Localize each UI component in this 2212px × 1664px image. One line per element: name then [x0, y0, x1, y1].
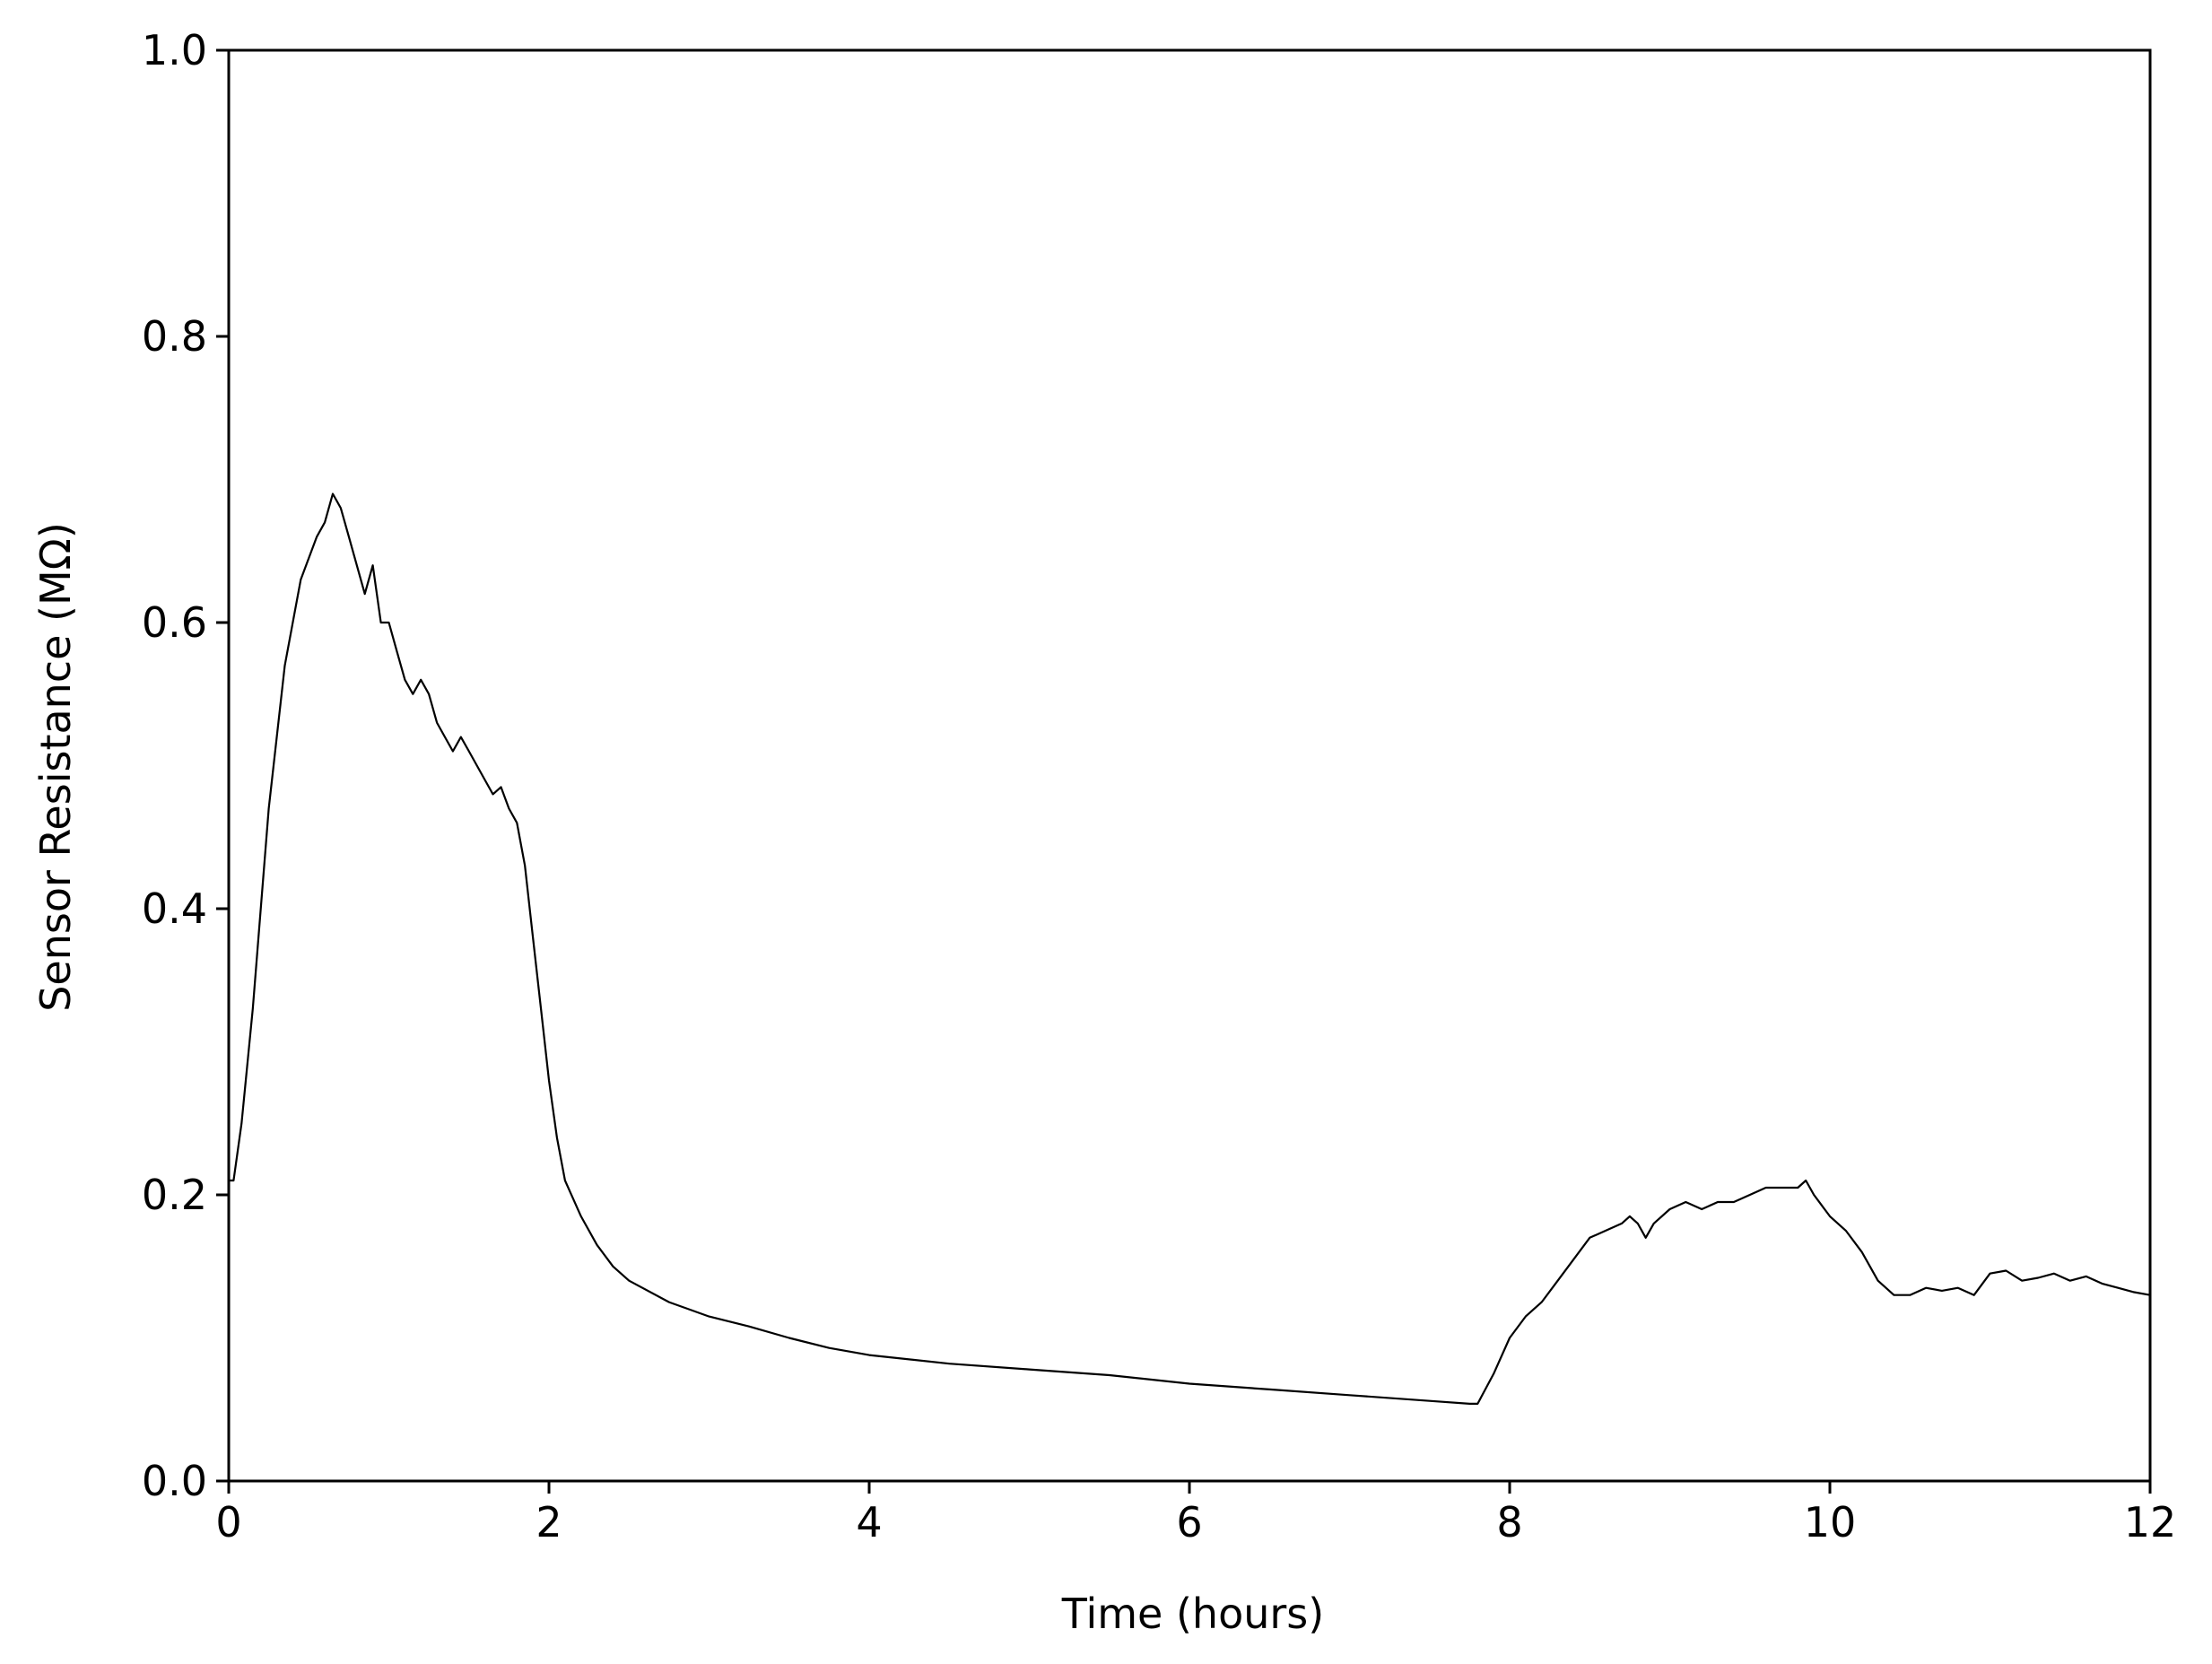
x-tick-label: 12 — [2124, 1498, 2177, 1546]
y-tick-label: 0.0 — [142, 1457, 207, 1505]
x-tick-label: 8 — [1496, 1498, 1522, 1546]
x-tick-label: 2 — [536, 1498, 562, 1546]
series-line-0 — [229, 492, 2151, 1405]
y-axis-title: Sensor Resistance (MΩ) — [31, 522, 80, 1012]
x-tick-label: 10 — [1804, 1498, 1857, 1546]
y-tick-label: 1.0 — [142, 26, 207, 74]
y-tick-label: 0.4 — [142, 884, 207, 933]
y-tick-label: 0.8 — [142, 312, 207, 361]
axes-frame — [227, 48, 2152, 1483]
x-tick-label: 4 — [856, 1498, 882, 1546]
y-tick-label: 0.2 — [142, 1171, 207, 1219]
x-axis-title: Time (hours) — [1061, 1590, 1324, 1638]
plot-area: 0 2 4 6 8 10 12 0.0 0.2 0.4 0.6 0.8 1.0 — [142, 26, 2176, 1546]
y-tick-label: 0.6 — [142, 598, 207, 647]
x-tick-label: 0 — [215, 1498, 241, 1546]
x-tick-label: 6 — [1176, 1498, 1202, 1546]
